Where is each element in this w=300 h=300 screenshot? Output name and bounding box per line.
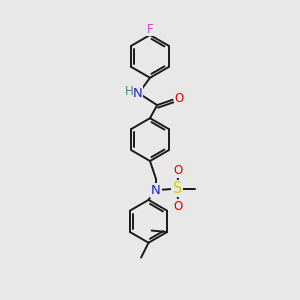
Text: S: S — [173, 181, 182, 196]
Text: F: F — [147, 22, 153, 35]
Text: O: O — [175, 92, 184, 105]
Text: H: H — [124, 85, 133, 98]
Text: O: O — [173, 200, 183, 213]
Text: N: N — [151, 184, 161, 196]
Text: O: O — [173, 164, 183, 177]
Text: N: N — [132, 87, 142, 100]
